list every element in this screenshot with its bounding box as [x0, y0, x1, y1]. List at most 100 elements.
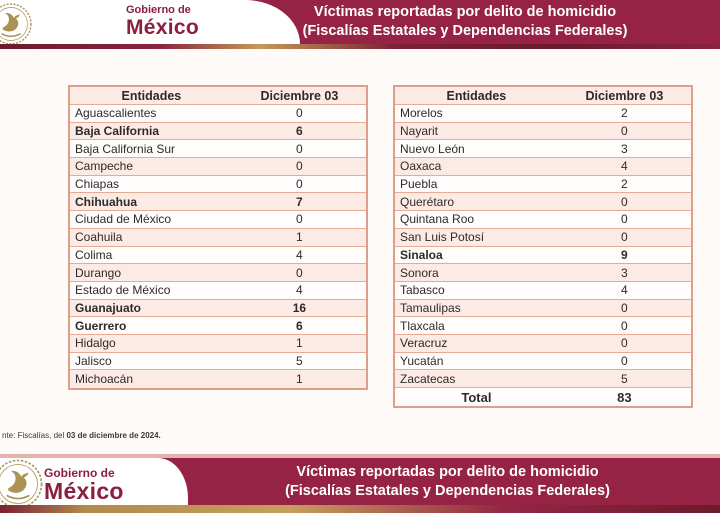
table-total-row: Total 83: [395, 388, 691, 406]
table-row: Estado de México 4: [70, 281, 366, 300]
table-row: Quintana Roo 0: [395, 211, 691, 229]
entity-value-cell: 0: [296, 265, 303, 280]
logo-gobierno-text: Gobierno de: [126, 4, 191, 16]
entity-name-cell: Chiapas: [75, 177, 120, 192]
report-title-line1: Víctimas reportadas por delito de homici…: [296, 463, 599, 480]
entity-name-cell: Veracruz: [400, 336, 448, 351]
table-row: Colima 4: [70, 246, 366, 265]
entity-name-cell: Campeche: [75, 159, 134, 174]
table-row: Sinaloa 9: [395, 246, 691, 265]
entity-value-cell: 2: [621, 106, 628, 121]
table-row: Morelos 2: [395, 105, 691, 123]
entity-value-cell: 0: [296, 141, 303, 156]
table-row: Hidalgo 1: [70, 334, 366, 353]
table-row: Nuevo León 3: [395, 140, 691, 159]
table-row: Chihuahua 7: [70, 193, 366, 212]
entity-value-cell: 1: [296, 230, 303, 245]
table-row: Ciudad de México 0: [70, 211, 366, 229]
table-row: Baja California Sur 0: [70, 140, 366, 159]
entity-value-cell: 0: [296, 106, 303, 121]
date-column-header: Diciembre 03: [585, 88, 664, 103]
bottom-banner-top-line: [0, 454, 720, 458]
total-label-cell: Total: [461, 389, 492, 405]
table-row: Durango 0: [70, 264, 366, 282]
logo-mexico-text: México: [126, 16, 199, 39]
report-title-line2: (Fiscalías Estatales y Dependencias Fede…: [285, 482, 610, 499]
report-title-line1: Víctimas reportadas por delito de homici…: [313, 4, 617, 20]
table-row: Veracruz 0: [395, 334, 691, 353]
entity-column-header: Entidades: [121, 88, 182, 103]
table-row: Sonora 3: [395, 264, 691, 282]
entity-value-cell: 0: [621, 124, 628, 139]
entity-value-cell: 0: [621, 212, 628, 227]
total-value-cell: 83: [617, 389, 632, 405]
entity-name-cell: Puebla: [400, 177, 438, 192]
logo-gobierno-text: Gobierno de: [44, 466, 115, 480]
entity-value-cell: 6: [296, 318, 303, 333]
entity-name-cell: Sonora: [400, 265, 439, 280]
entity-value-cell: 16: [292, 300, 307, 315]
entity-name-cell: Aguascalientes: [75, 106, 157, 121]
right-entities-table: Entidades Diciembre 03 Morelos 2 Nayarit 0 Nue…: [393, 85, 693, 408]
entity-value-cell: 4: [621, 159, 628, 174]
entity-name-cell: Ciudad de México: [75, 212, 172, 227]
entity-value-cell: 3: [621, 141, 628, 156]
table-row: Guanajuato 16: [70, 299, 366, 318]
entity-value-cell: 2: [621, 177, 628, 192]
entity-value-cell: 1: [296, 336, 303, 351]
entity-name-cell: Nuevo León: [400, 141, 465, 156]
table-header-row: Entidades Diciembre 03: [70, 87, 366, 105]
entity-value-cell: 0: [621, 194, 628, 209]
entity-name-cell: Oaxaca: [400, 159, 442, 174]
entity-name-cell: Coahuila: [75, 230, 123, 245]
table-row: Jalisco 5: [70, 352, 366, 371]
entity-name-cell: Tlaxcala: [400, 318, 445, 333]
table-row: Tlaxcala 0: [395, 317, 691, 335]
entity-name-cell: Tamaulipas: [400, 300, 461, 315]
source-footnote-date: 03 de diciembre de 2024.: [66, 431, 161, 440]
entity-value-cell: 5: [296, 353, 303, 368]
entity-name-cell: Nayarit: [400, 124, 439, 139]
entity-name-cell: Guerrero: [75, 318, 127, 333]
entity-name-cell: Zacatecas: [400, 371, 456, 386]
report-title: Víctimas reportadas por delito de homici…: [195, 458, 700, 505]
left-entities-table: Entidades Diciembre 03 Aguascalientes 0 Baja…: [68, 85, 368, 390]
entity-value-cell: 0: [621, 300, 628, 315]
entity-name-cell: Colima: [75, 247, 113, 262]
entity-value-cell: 0: [621, 353, 628, 368]
table-row: Chiapas 0: [70, 175, 366, 194]
entity-name-cell: Chihuahua: [75, 194, 137, 209]
table-row: Nayarit 0: [395, 122, 691, 141]
table-row: Coahuila 1: [70, 228, 366, 247]
entity-value-cell: 6: [296, 124, 303, 139]
table-row: Zacatecas 5: [395, 370, 691, 388]
entity-name-cell: Hidalgo: [75, 336, 116, 351]
entity-name-cell: Baja California Sur: [75, 141, 176, 156]
entity-value-cell: 1: [296, 372, 303, 387]
gobierno-de-mexico-logo: Gobierno de México: [44, 467, 124, 503]
entity-name-cell: Querétaro: [400, 194, 455, 209]
entity-name-cell: Jalisco: [75, 353, 112, 368]
entity-value-cell: 9: [621, 247, 628, 262]
entity-name-cell: Durango: [75, 265, 122, 280]
entity-name-cell: Estado de México: [75, 283, 171, 298]
table-row: Michoacán 1: [70, 370, 366, 388]
mexico-coat-of-arms-icon: [0, 458, 44, 505]
mexico-coat-of-arms-icon: [0, 2, 33, 44]
entity-value-cell: 4: [621, 283, 628, 298]
logo-mexico-text: México: [44, 478, 124, 504]
entity-column-header: Entidades: [446, 88, 507, 103]
entity-name-cell: Guanajuato: [75, 300, 142, 315]
entity-name-cell: Michoacán: [75, 372, 134, 387]
table-row: Yucatán 0: [395, 352, 691, 371]
table-row: Baja California 6: [70, 122, 366, 141]
entity-value-cell: 0: [621, 230, 628, 245]
table-header-row: Entidades Diciembre 03: [395, 87, 691, 105]
entity-name-cell: Baja California: [75, 124, 160, 139]
table-row: Aguascalientes 0: [70, 105, 366, 123]
report-title: Víctimas reportadas por delito de homici…: [230, 0, 700, 44]
table-row: Querétaro 0: [395, 193, 691, 212]
table-row: Campeche 0: [70, 158, 366, 176]
top-logo-area: Gobierno de México: [0, 0, 300, 44]
